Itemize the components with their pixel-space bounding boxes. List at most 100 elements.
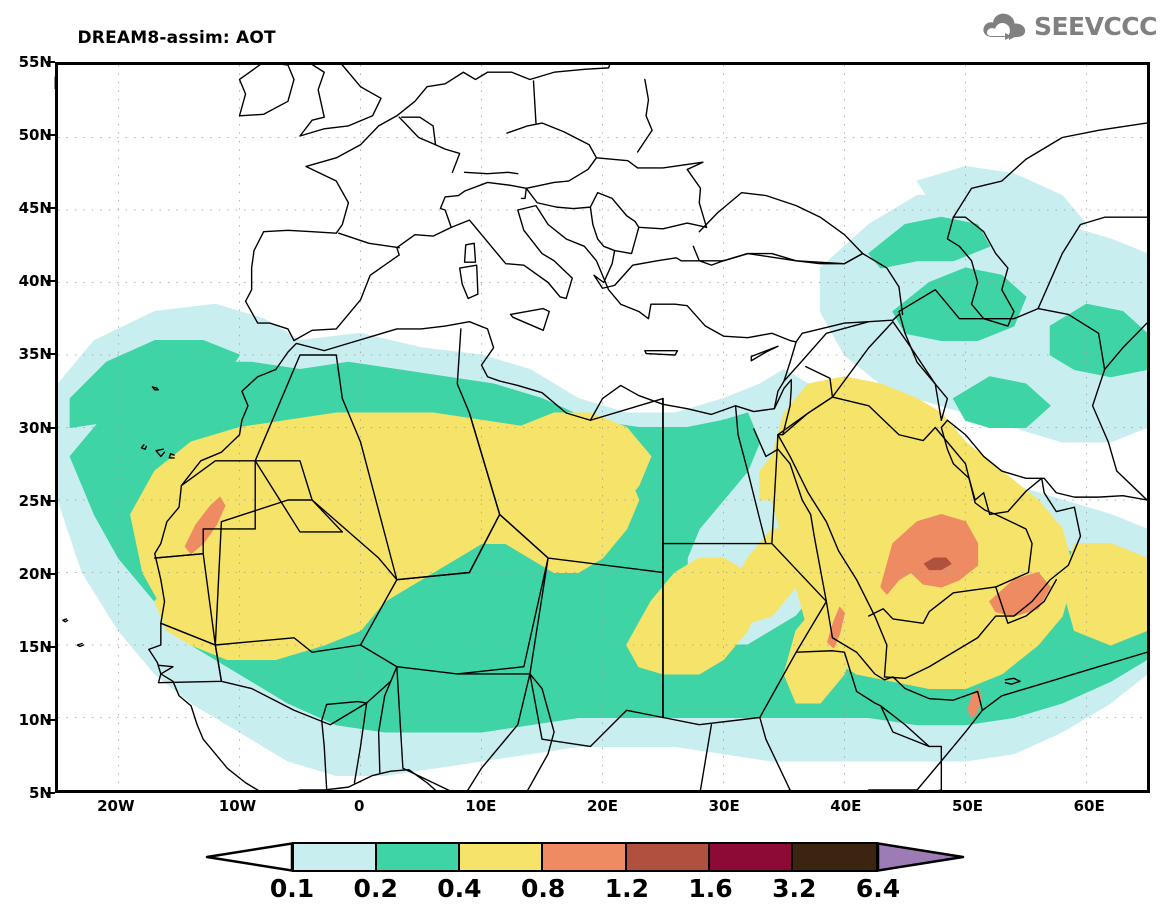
lon-tick-50E: 50E	[951, 797, 984, 815]
border-eu-de-pl	[532, 80, 537, 124]
border-eu-alps	[463, 157, 639, 192]
colorbar-segment-4	[626, 844, 710, 870]
lat-tick-15N: 15N	[18, 637, 52, 656]
isl-cyprus	[750, 345, 779, 362]
coast-redsea-e	[777, 419, 1082, 680]
border-eu-fr-de	[398, 116, 461, 174]
border-turkmen-uzbek	[1037, 216, 1147, 310]
isl-madeira	[151, 386, 160, 391]
lat-tick-mark	[47, 353, 55, 356]
isl-cabo-1	[76, 642, 85, 648]
aot-020-north-caspian	[868, 216, 991, 269]
logo-text: SEEVCCC	[1033, 11, 1158, 41]
lat-tick-5N: 5N	[29, 784, 52, 802]
model-title: DREAM8-assim: AOT	[77, 28, 276, 48]
isl-sardinia	[458, 264, 479, 300]
border-senegal	[157, 622, 223, 684]
lat-tick-mark	[47, 499, 55, 502]
colorbar-tick-1.2: 1.2	[604, 874, 649, 903]
border-horn-eth	[759, 650, 943, 790]
border-eu-at-de	[463, 171, 519, 175]
colorbar-tick-labels: 0.1 0.2 0.4 0.8 1.2 1.6 3.2 6.4	[205, 872, 965, 912]
border-eu-balk	[525, 187, 708, 230]
colorbar-segments	[292, 842, 878, 872]
border-eu-gr-mk-al	[593, 249, 682, 289]
colorbar-tick-0.4: 0.4	[437, 874, 482, 903]
colorbar-tick-3.2: 3.2	[772, 874, 817, 903]
coast-britain	[299, 65, 382, 137]
border-yemen-oman	[995, 579, 1057, 624]
cloud-icon	[983, 13, 1026, 40]
border-syria-levant	[783, 320, 870, 382]
lon-tick-60E: 60E	[1073, 797, 1105, 815]
lon-tick-10E: 10E	[465, 797, 497, 815]
border-turkey-n	[680, 252, 904, 316]
lat-tick-mark	[47, 718, 55, 721]
lon-tick-30E: 30E	[708, 797, 740, 815]
coast-iberia-w	[244, 65, 611, 303]
colorbar-left-cap	[205, 842, 292, 872]
isl-canary-3	[140, 444, 148, 450]
border-benin-togo	[377, 680, 392, 774]
lat-tick-25N: 25N	[18, 491, 52, 510]
lat-tick-mark	[47, 134, 55, 137]
border-saudi-e	[868, 426, 1033, 624]
border-eu-balk-s	[589, 206, 640, 255]
isl-crete	[644, 349, 679, 356]
border-eu-ro-md-ua	[636, 161, 708, 229]
aot-080-western-sahara-streak	[184, 496, 226, 555]
border-kazakh	[952, 122, 1147, 218]
lon-tick-20E: 20E	[586, 797, 619, 815]
coast-ireland	[238, 65, 295, 117]
colorbar-segment-0	[294, 844, 378, 870]
coast-w-africa	[148, 552, 437, 790]
coast-turkey-s	[795, 313, 900, 343]
isl-canary-1	[168, 452, 175, 459]
lat-tick-mark	[47, 645, 55, 648]
aot-contour-map	[58, 65, 1147, 790]
colorbar-segment-2	[460, 844, 544, 870]
colorbar-tick-0.8: 0.8	[520, 874, 566, 903]
colorbar-tick-6.4: 6.4	[855, 874, 901, 903]
lon-tick-0: 0	[353, 797, 365, 815]
border-sahel-s	[214, 644, 398, 726]
lon-tick-20W: 20W	[97, 797, 135, 815]
border-morocco	[254, 460, 344, 533]
border-eu-nl-be	[400, 116, 437, 146]
colorbar-tick-1.6: 1.6	[688, 874, 733, 903]
lat-tick-50N: 50N	[18, 126, 52, 145]
isl-canary-2	[155, 448, 166, 458]
colorbar-tick-0.2: 0.2	[353, 874, 398, 903]
border-eu-de-cz-at	[506, 122, 598, 159]
aot-120-rub-al-khali-core	[923, 557, 952, 571]
coast-med-n	[293, 204, 797, 343]
isl-corsica	[463, 242, 477, 263]
lat-tick-45N: 45N	[18, 199, 52, 218]
border-nile	[734, 405, 767, 545]
border-afghan	[1103, 322, 1147, 371]
seevccc-logo: SEEVCCC	[981, 6, 1158, 46]
coast-iberia-s	[244, 300, 295, 342]
aot-080-rub-al-khali	[880, 513, 979, 595]
lat-tick-20N: 20N	[18, 564, 52, 583]
colorbar-segment-6	[792, 844, 876, 870]
border-niger	[359, 513, 549, 675]
lat-tick-40N: 40N	[18, 272, 52, 291]
border-eu-pl-east	[636, 78, 653, 153]
coast-redsea-w	[753, 428, 984, 790]
aot-020-atlantic	[69, 340, 240, 428]
lat-tick-30N: 30N	[18, 418, 52, 437]
colorbar-right-cap	[878, 842, 965, 872]
colorbar-segment-5	[709, 844, 793, 870]
border-jordan	[782, 365, 834, 436]
colorbar: 0.1 0.2 0.4 0.8 1.2 1.6 3.2 6.4	[205, 842, 965, 903]
colorbar-segment-3	[543, 844, 627, 870]
border-eu-fr-it	[439, 190, 466, 229]
lat-lon-gridlines	[58, 65, 1147, 790]
lat-tick-55N: 55N	[18, 53, 52, 71]
lat-tick-mark	[47, 792, 55, 794]
map-plot-area	[55, 62, 1150, 793]
coast-arabsea-s	[981, 651, 1147, 711]
lon-tick-10W: 10W	[218, 797, 257, 815]
